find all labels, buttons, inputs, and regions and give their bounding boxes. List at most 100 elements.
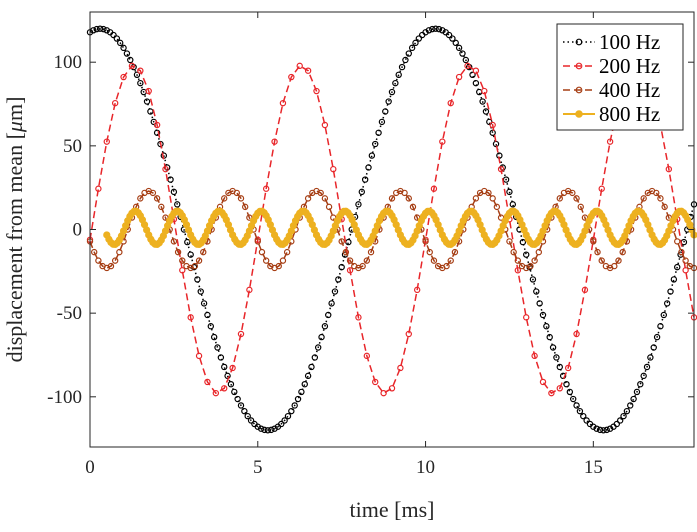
- data-point: [472, 67, 480, 74]
- data-point: [556, 363, 563, 371]
- data-point: [682, 257, 689, 264]
- data-point: [640, 195, 647, 202]
- data-point: [221, 363, 228, 371]
- data-point: [244, 412, 251, 420]
- data-point: [174, 248, 182, 256]
- data-point: [653, 333, 661, 341]
- data-point: [241, 407, 248, 415]
- data-point: [368, 152, 376, 159]
- data-point: [342, 248, 350, 256]
- data-point: [301, 381, 308, 388]
- data-point: [247, 417, 255, 424]
- data-point: [375, 129, 382, 136]
- data-point: [640, 372, 647, 380]
- data-point: [227, 381, 235, 388]
- data-point: [464, 62, 471, 70]
- legend-swatch-marker: [575, 38, 583, 46]
- data-point: [650, 344, 657, 351]
- series-line: [89, 190, 695, 269]
- data-point: [514, 257, 522, 264]
- data-point: [321, 195, 329, 202]
- data-point: [365, 164, 372, 171]
- data-point: [472, 195, 480, 202]
- data-point: [170, 188, 178, 196]
- data-point: [426, 248, 433, 256]
- data-point: [665, 165, 673, 173]
- data-point: [506, 188, 513, 196]
- data-point: [179, 257, 186, 264]
- data-point: [237, 195, 245, 202]
- data-point: [583, 417, 590, 424]
- data-point: [325, 311, 332, 319]
- data-point: [179, 267, 186, 274]
- series-line: [89, 27, 695, 432]
- data-point: [137, 79, 144, 87]
- data-point: [325, 203, 333, 211]
- data-point: [593, 425, 600, 432]
- data-point: [657, 323, 664, 330]
- data-point: [647, 354, 654, 361]
- legend-swatch-marker: [575, 62, 583, 70]
- data-point: [288, 73, 295, 81]
- data-point: [462, 56, 470, 64]
- data-point: [355, 201, 362, 208]
- data-point: [514, 267, 522, 274]
- data-point: [275, 262, 282, 270]
- series-800-hz: [103, 207, 697, 249]
- data-point: [472, 79, 480, 87]
- data-point: [630, 395, 637, 403]
- data-point: [127, 56, 134, 64]
- data-point: [539, 311, 547, 319]
- data-point: [283, 248, 291, 256]
- data-point: [388, 195, 396, 202]
- legend-label: 100 Hz: [599, 30, 660, 54]
- data-point: [120, 44, 127, 52]
- data-point: [137, 67, 144, 74]
- data-point: [257, 425, 265, 432]
- data-point: [598, 185, 605, 192]
- data-point: [529, 276, 537, 283]
- data-point: [569, 189, 576, 197]
- data-point: [678, 248, 685, 256]
- data-point: [237, 402, 245, 409]
- legend-swatch-marker: [575, 110, 583, 118]
- data-point: [304, 67, 312, 74]
- data-point: [580, 412, 587, 420]
- data-point: [355, 314, 362, 321]
- data-point: [479, 98, 486, 105]
- data-point: [123, 50, 131, 57]
- data-point: [459, 50, 466, 57]
- data-point: [643, 363, 651, 371]
- data-point: [469, 71, 476, 79]
- data-point: [573, 330, 580, 338]
- y-axis-title: displacement from mean [μm]: [2, 97, 27, 363]
- data-point: [210, 333, 218, 341]
- data-point: [682, 267, 689, 274]
- data-point: [577, 203, 584, 211]
- data-point: [90, 248, 98, 256]
- data-point: [385, 98, 392, 105]
- data-point: [606, 138, 614, 145]
- data-point: [510, 248, 517, 256]
- data-point: [221, 385, 228, 392]
- data-point: [388, 385, 396, 392]
- data-point: [623, 407, 631, 415]
- data-point: [616, 417, 624, 424]
- data-point: [392, 79, 399, 87]
- data-point: [111, 257, 119, 264]
- data-point: [304, 195, 312, 202]
- data-point: [674, 238, 681, 245]
- data-point: [611, 262, 618, 270]
- data-point: [398, 63, 406, 71]
- data-point: [111, 99, 119, 107]
- data-point: [598, 257, 605, 264]
- data-point: [338, 238, 345, 245]
- data-point: [378, 118, 386, 126]
- x-tick-label: 0: [85, 457, 95, 478]
- data-point: [613, 420, 621, 428]
- data-point: [367, 248, 375, 256]
- data-point: [663, 300, 671, 307]
- data-point: [346, 257, 354, 264]
- data-point: [445, 31, 453, 39]
